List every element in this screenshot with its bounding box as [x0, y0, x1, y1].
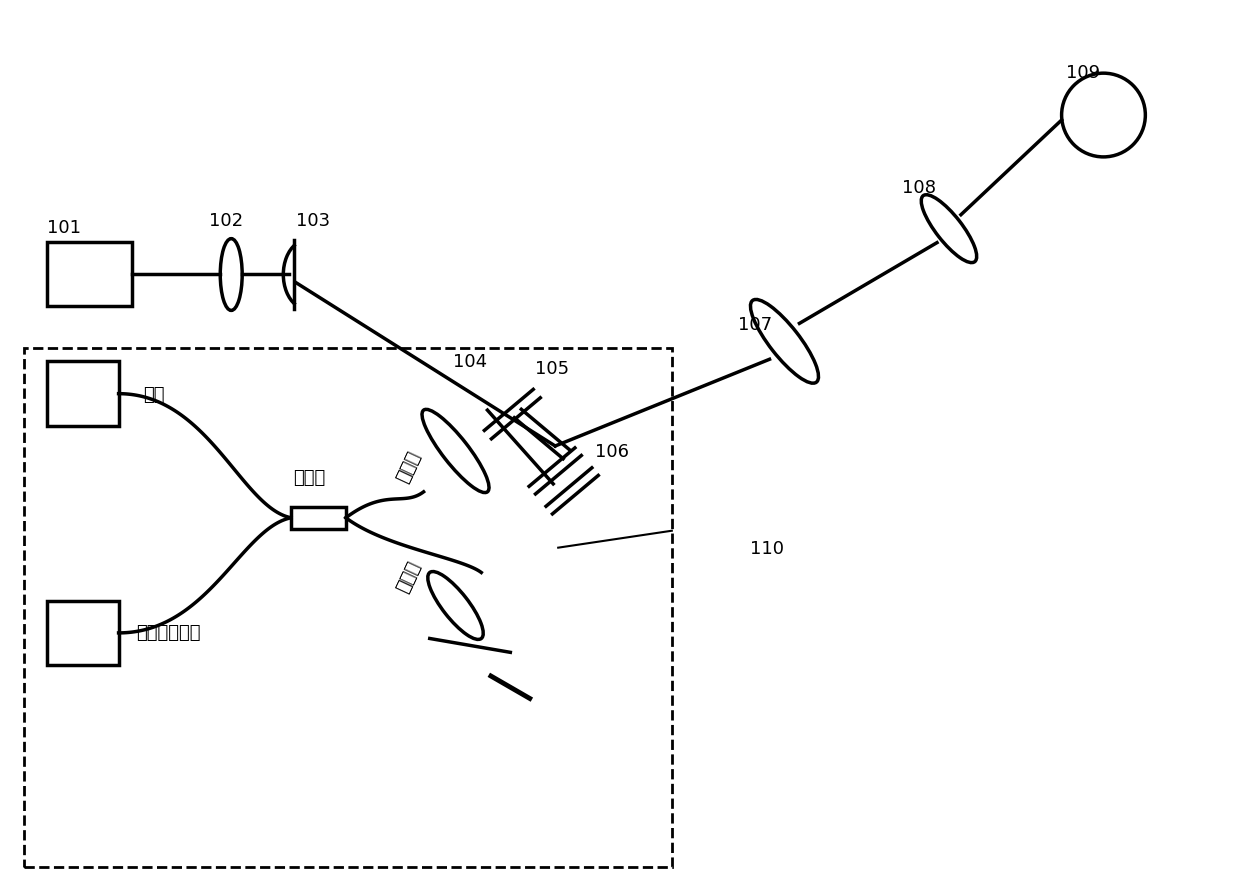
Bar [47, 601, 119, 665]
Text: 信号处理部分: 信号处理部分 [136, 624, 201, 641]
Text: 106: 106 [595, 442, 629, 461]
Text: 101: 101 [47, 219, 81, 237]
Text: 样品臂: 样品臂 [393, 448, 424, 485]
Text: 108: 108 [901, 179, 936, 197]
Bar [291, 507, 346, 529]
Text: 参考臂: 参考臂 [393, 557, 424, 595]
Text: 109: 109 [1066, 64, 1101, 82]
Bar [47, 361, 119, 426]
Text: 105: 105 [536, 360, 569, 377]
Text: 104: 104 [454, 353, 487, 371]
Text: 光源: 光源 [144, 385, 165, 404]
Text: 102: 102 [210, 212, 243, 229]
Text: 分线器: 分线器 [293, 469, 325, 486]
Bar [24, 349, 672, 867]
Text: 103: 103 [296, 212, 330, 229]
Text: 107: 107 [738, 316, 771, 334]
Text: 110: 110 [750, 539, 784, 557]
Bar [47, 243, 131, 307]
